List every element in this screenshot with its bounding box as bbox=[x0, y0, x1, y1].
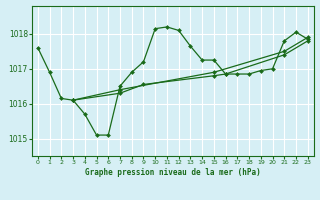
X-axis label: Graphe pression niveau de la mer (hPa): Graphe pression niveau de la mer (hPa) bbox=[85, 168, 261, 177]
